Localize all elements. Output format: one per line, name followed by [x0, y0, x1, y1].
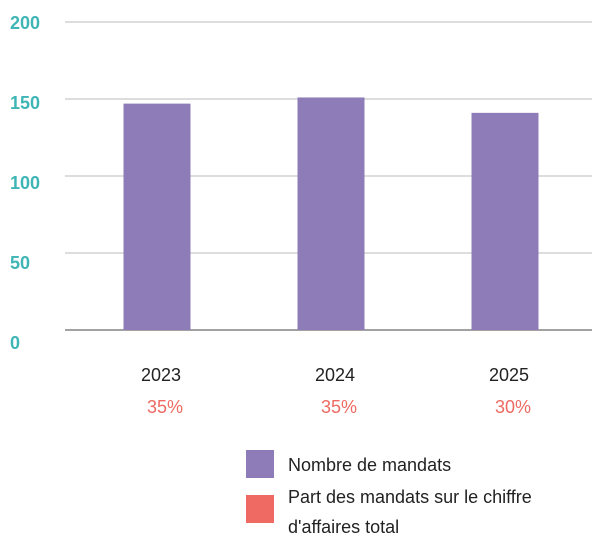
y-tick-label: 150 — [10, 93, 40, 113]
y-tick-label: 0 — [10, 333, 20, 353]
x-tick-label: 2025 — [489, 365, 529, 385]
y-tick-label: 200 — [10, 13, 40, 33]
y-tick-label: 100 — [10, 173, 40, 193]
legend-swatch — [246, 495, 274, 523]
data-label: 30% — [495, 397, 531, 417]
x-tick-label: 2023 — [141, 365, 181, 385]
data-label: 35% — [321, 397, 357, 417]
y-tick-label: 50 — [10, 253, 30, 273]
data-label: 35% — [147, 397, 183, 417]
bar — [297, 97, 365, 331]
legend-label: Part des mandats sur le chiffre d'affair… — [288, 487, 532, 537]
legend-swatch — [246, 450, 274, 478]
bar — [123, 103, 191, 331]
x-tick-label: 2024 — [315, 365, 355, 385]
bar — [471, 112, 539, 330]
legend-label: Nombre de mandats — [288, 455, 452, 475]
